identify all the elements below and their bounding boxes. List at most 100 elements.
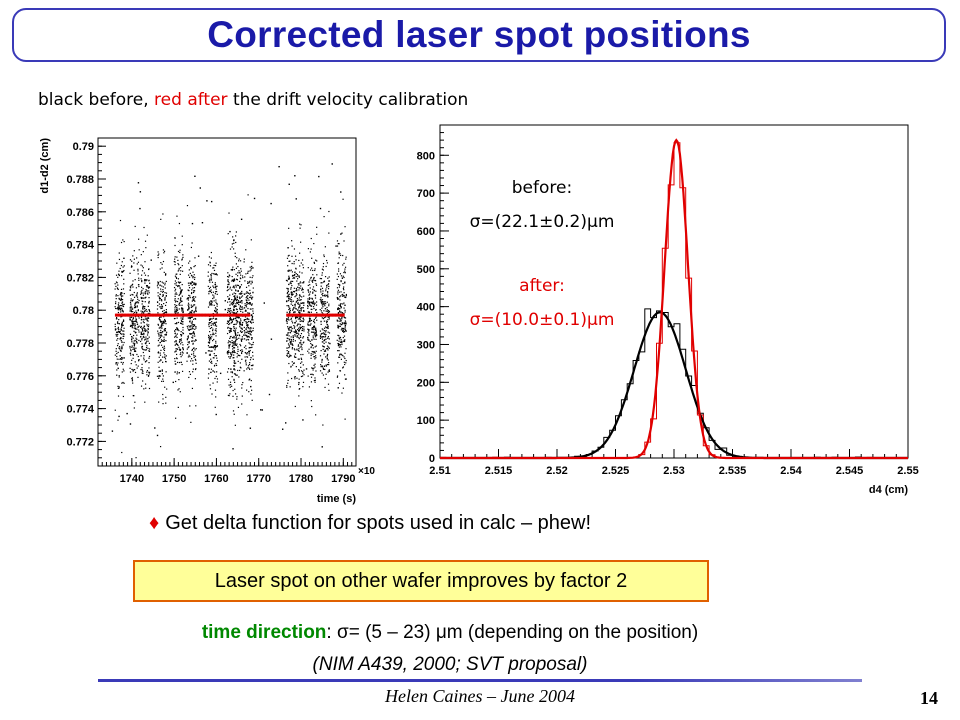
scatter-point-before <box>157 251 159 253</box>
scatter-point-before <box>131 324 133 327</box>
scatter-point-before <box>287 379 289 382</box>
scatter-point-before <box>297 344 300 346</box>
scatter-point-before <box>315 259 317 261</box>
scatter-point-before <box>208 334 210 337</box>
scatter-point-before <box>327 327 329 329</box>
scatter-point-before <box>303 319 305 321</box>
scatter-point-before <box>236 279 239 281</box>
scatter-point-before <box>193 324 196 326</box>
scatter-point-before <box>337 320 339 322</box>
scatter-point-before <box>228 310 230 312</box>
scatter-point-before <box>290 280 292 282</box>
scatter-point-before <box>182 344 184 346</box>
scatter-point-before <box>213 269 216 272</box>
scatter-point-after <box>181 313 184 317</box>
scatter-point-before <box>313 325 315 327</box>
scatter-point-before <box>230 384 232 386</box>
scatter-point-before <box>310 357 312 359</box>
scatter-point-after <box>301 313 304 317</box>
scatter-point-before <box>162 282 164 284</box>
scatter-point-before <box>146 310 148 312</box>
scatter-point-before <box>344 357 346 360</box>
scatter-point-before <box>327 325 329 327</box>
scatter-point-before <box>141 369 143 371</box>
scatter-point-before <box>243 319 245 321</box>
scatter-point-before <box>212 334 214 336</box>
scatter-point-before <box>162 290 164 293</box>
scatter-point-before <box>322 345 325 348</box>
scatter-point-before <box>301 287 303 289</box>
scatter-point-before <box>232 266 234 268</box>
scatter-point-before <box>178 267 180 270</box>
scatter-point-before <box>244 280 246 282</box>
scatter-point-before <box>246 299 248 302</box>
scatter-xtick-label: 1780 <box>289 473 313 485</box>
scatter-point-before <box>210 304 212 306</box>
scatter-point-after <box>215 313 218 317</box>
scatter-point-before <box>294 296 296 298</box>
scatter-outlier-before <box>339 336 342 339</box>
scatter-point-before <box>237 300 240 302</box>
scatter-point-before <box>245 331 247 333</box>
scatter-point-before <box>131 320 133 322</box>
scatter-point-before <box>230 269 232 271</box>
scatter-point-before <box>298 307 300 309</box>
scatter-point-before <box>308 334 310 337</box>
scatter-point-before <box>118 376 120 378</box>
scatter-point-before <box>294 305 296 307</box>
scatter-point-before <box>129 325 132 328</box>
scatter-point-before <box>302 342 304 344</box>
scatter-point-before <box>122 319 125 321</box>
scatter-point-before <box>210 274 212 276</box>
scatter-point-before <box>301 329 304 332</box>
scatter-point-before <box>344 363 346 366</box>
scatter-point-before <box>213 304 215 306</box>
scatter-point-after <box>183 313 186 317</box>
scatter-point-before <box>181 283 183 286</box>
scatter-point-before <box>144 297 146 299</box>
scatter-point-before <box>300 241 302 243</box>
scatter-point-before <box>344 268 346 270</box>
scatter-point-before <box>337 291 339 293</box>
scatter-point-before <box>312 269 314 272</box>
scatter-point-before <box>148 336 150 338</box>
hist-xtick-label: 2.535 <box>719 465 747 477</box>
scatter-point-before <box>328 342 330 344</box>
scatter-point-before <box>191 291 193 294</box>
scatter-point-before <box>175 309 178 311</box>
scatter-point-before <box>136 296 139 298</box>
scatter-point-before <box>149 312 151 315</box>
scatter-point-before <box>311 279 313 281</box>
scatter-point-before <box>187 282 190 284</box>
scatter-point-before <box>227 309 229 311</box>
scatter-point-before <box>323 346 325 348</box>
scatter-point-before <box>120 288 123 291</box>
scatter-point-before <box>149 282 151 284</box>
scatter-point-before <box>314 268 316 270</box>
scatter-point-before <box>116 262 118 264</box>
scatter-point-before <box>313 356 315 358</box>
scatter-point-before <box>228 274 230 276</box>
scatter-outlier-before <box>318 175 320 178</box>
scatter-point-before <box>182 349 184 351</box>
scatter-point-before <box>342 275 344 277</box>
scatter-point-before <box>313 356 316 358</box>
scatter-point-before <box>339 296 341 298</box>
scatter-point-before <box>193 282 195 284</box>
scatter-point-before <box>186 204 189 207</box>
scatter-point-before <box>214 291 217 293</box>
scatter-point-before <box>341 312 344 314</box>
scatter-point-before <box>233 242 235 244</box>
scatter-point-before <box>250 322 253 324</box>
scatter-point-before <box>337 362 339 364</box>
scatter-point-before <box>325 348 328 350</box>
scatter-point-before <box>193 278 196 280</box>
scatter-point-before <box>121 323 123 325</box>
scatter-point-before <box>298 333 300 335</box>
scatter-point-before <box>121 321 123 323</box>
scatter-point-before <box>300 339 302 342</box>
scatter-point-before <box>315 350 317 352</box>
scatter-point-before <box>174 371 176 373</box>
scatter-point-before <box>323 342 325 345</box>
scatter-point-before <box>157 256 159 259</box>
